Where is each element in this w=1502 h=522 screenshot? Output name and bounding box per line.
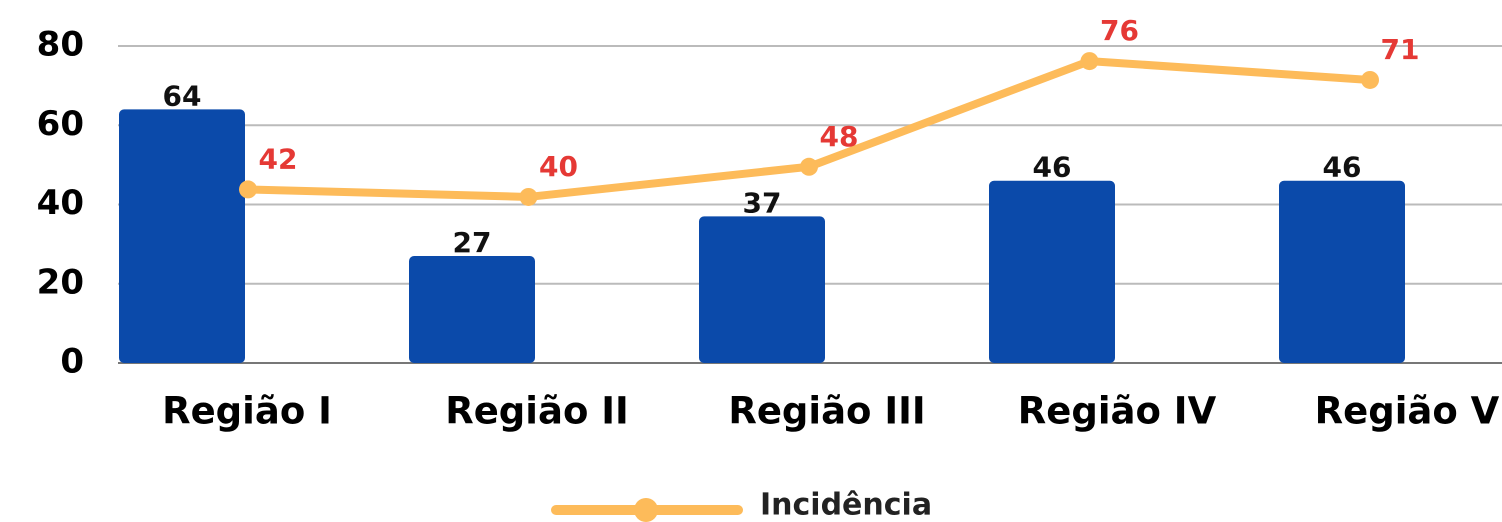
line-point (519, 187, 538, 206)
bar-value-label: 46 (1323, 151, 1362, 184)
line-value-label: 42 (259, 142, 298, 175)
bar (1279, 180, 1405, 363)
bar (699, 216, 825, 363)
bar-value-label: 37 (743, 186, 782, 219)
y-tick-label: 60 (37, 104, 84, 144)
line-value-label: 71 (1381, 33, 1420, 66)
bar-value-label: 27 (453, 226, 492, 259)
y-tick-label: 40 (37, 183, 84, 223)
bar-value-label: 64 (163, 79, 202, 112)
bar (119, 109, 245, 364)
line-value-label: 76 (1100, 14, 1139, 47)
bar (989, 180, 1115, 363)
legend-label: Incidência (760, 488, 932, 522)
line-point (239, 180, 257, 199)
x-tick-label: Região V (1315, 390, 1500, 433)
x-tick-label: Região III (728, 390, 925, 433)
x-tick-label: Região II (445, 390, 629, 433)
y-tick-label: 80 (37, 25, 84, 65)
y-tick-label: 0 (60, 342, 84, 382)
line-value-label: 40 (539, 150, 578, 183)
bar (409, 256, 535, 363)
legend-marker (634, 498, 658, 522)
line-value-label: 48 (820, 120, 859, 153)
x-tick-label: Região I (162, 390, 332, 433)
line-point (1361, 70, 1379, 89)
x-tick-label: Região IV (1018, 390, 1217, 433)
line (247, 57, 1371, 201)
line-point (800, 157, 818, 176)
y-tick-label: 20 (37, 262, 84, 302)
bar-value-label: 46 (1033, 151, 1072, 184)
line-point (1080, 52, 1099, 71)
